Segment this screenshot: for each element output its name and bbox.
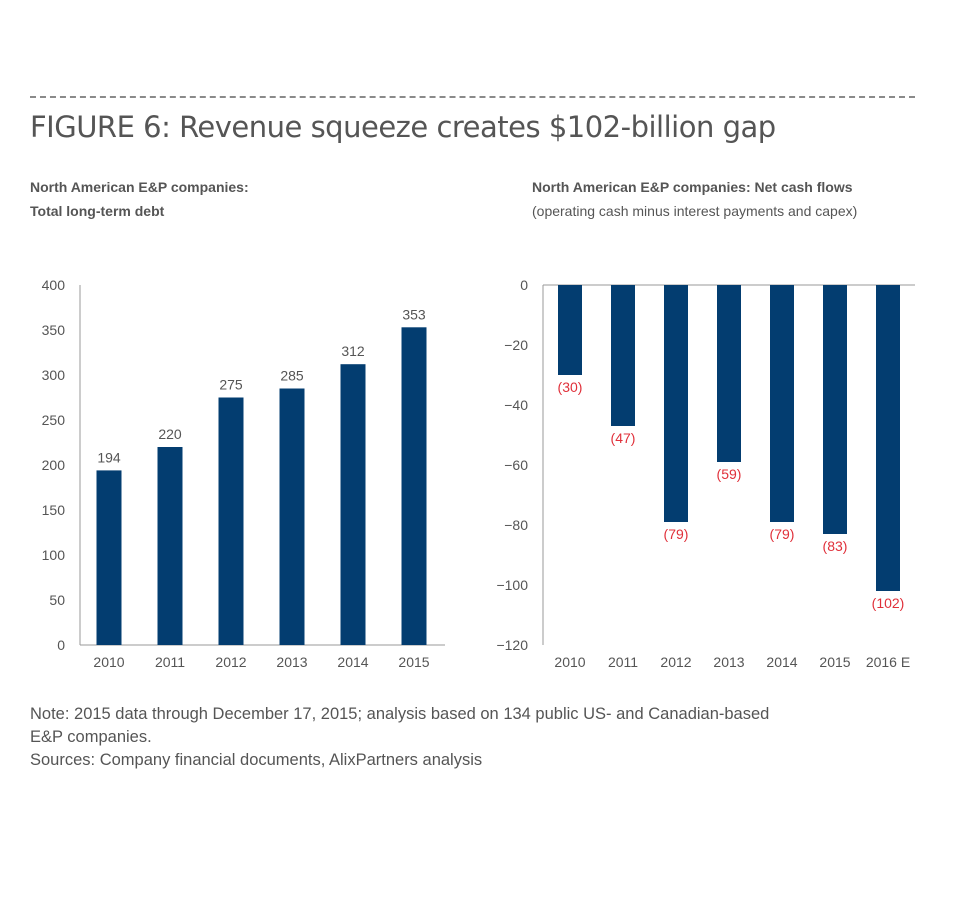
cashflow-data-label: (30) — [558, 379, 583, 395]
footnote: Note: 2015 data through December 17, 201… — [30, 703, 910, 772]
debt-x-tick-label: 2011 — [155, 654, 185, 670]
left-chart-title: North American E&P companies: Total long… — [30, 175, 249, 223]
debt-y-tick-label: 100 — [42, 547, 66, 563]
debt-data-label: 194 — [97, 449, 121, 465]
debt-y-tick-label: 150 — [42, 502, 66, 518]
right-chart-subtitle: (operating cash minus interest payments … — [532, 203, 858, 219]
sources-line: Sources: Company financial documents, Al… — [30, 751, 483, 769]
debt-data-label: 285 — [280, 368, 304, 384]
debt-data-label: 275 — [219, 377, 243, 393]
debt-y-tick-label: 0 — [57, 637, 65, 653]
debt-x-tick-label: 2012 — [215, 654, 246, 670]
debt-bar — [401, 327, 427, 645]
debt-y-tick-label: 50 — [49, 592, 65, 608]
debt-data-label: 220 — [158, 426, 182, 442]
cashflow-y-tick-label: −60 — [504, 457, 528, 473]
cashflow-x-tick-label: 2016 E — [866, 654, 910, 670]
debt-x-tick-label: 2010 — [93, 654, 124, 670]
debt-bar — [96, 470, 122, 645]
debt-bar — [157, 447, 183, 645]
debt-y-tick-label: 250 — [42, 412, 66, 428]
debt-y-tick-label: 400 — [42, 277, 66, 293]
left-chart-title-line-2: Total long-term debt — [30, 203, 165, 219]
debt-data-label: 353 — [402, 306, 426, 322]
debt-bar — [218, 397, 244, 645]
debt-y-tick-label: 200 — [42, 457, 66, 473]
charts-svg: 0 50 100 150 200 250 300 350 400 2010 194 2011 220 20… — [42, 277, 915, 670]
right-chart-title-line-1: North American E&P companies: Net cash f… — [532, 179, 853, 195]
cashflow-x-tick-label: 2013 — [713, 654, 744, 670]
cashflow-data-label: (79) — [664, 526, 689, 542]
cashflow-x-tick-label: 2015 — [819, 654, 850, 670]
cashflow-bar — [770, 285, 794, 522]
cashflow-data-label: (79) — [770, 526, 795, 542]
cashflow-y-tick-label: 0 — [520, 277, 528, 293]
cashflow-bar — [611, 285, 635, 426]
dashed-divider — [30, 96, 915, 98]
debt-bar — [279, 388, 305, 645]
cashflow-x-tick-label: 2012 — [660, 654, 691, 670]
cashflow-x-tick-label: 2011 — [608, 654, 638, 670]
cashflow-x-tick-label: 2014 — [766, 654, 797, 670]
cashflow-bar — [558, 285, 582, 375]
debt-data-label: 312 — [341, 343, 365, 359]
cashflow-bar — [664, 285, 688, 522]
left-chart-title-line-1: North American E&P companies: — [30, 179, 249, 195]
cashflow-y-tick-label: −120 — [496, 637, 528, 653]
debt-x-tick-label: 2014 — [337, 654, 368, 670]
note-line-2: E&P companies. — [30, 728, 152, 746]
cashflow-data-label: (47) — [611, 430, 636, 446]
cashflow-bar — [823, 285, 847, 534]
cashflow-data-label: (59) — [717, 466, 742, 482]
figure-title: FIGURE 6: Revenue squeeze creates $102-b… — [30, 110, 776, 144]
cashflow-bar — [876, 285, 900, 591]
cashflow-x-tick-label: 2010 — [554, 654, 585, 670]
cashflow-y-tick-label: −100 — [496, 577, 528, 593]
debt-x-tick-label: 2015 — [398, 654, 429, 670]
debt-bar — [340, 364, 366, 645]
debt-y-tick-label: 350 — [42, 322, 66, 338]
note-line-1: Note: 2015 data through December 17, 201… — [30, 705, 770, 723]
debt-y-tick-label: 300 — [42, 367, 66, 383]
cashflow-y-tick-label: −40 — [504, 397, 528, 413]
cashflow-y-tick-label: −80 — [504, 517, 528, 533]
cashflow-data-label: (102) — [872, 595, 905, 611]
cashflow-bar — [717, 285, 741, 462]
debt-x-tick-label: 2013 — [276, 654, 307, 670]
right-chart-title: North American E&P companies: Net cash f… — [532, 175, 857, 223]
cashflow-y-tick-label: −20 — [504, 337, 528, 353]
cashflow-data-label: (83) — [823, 538, 848, 554]
